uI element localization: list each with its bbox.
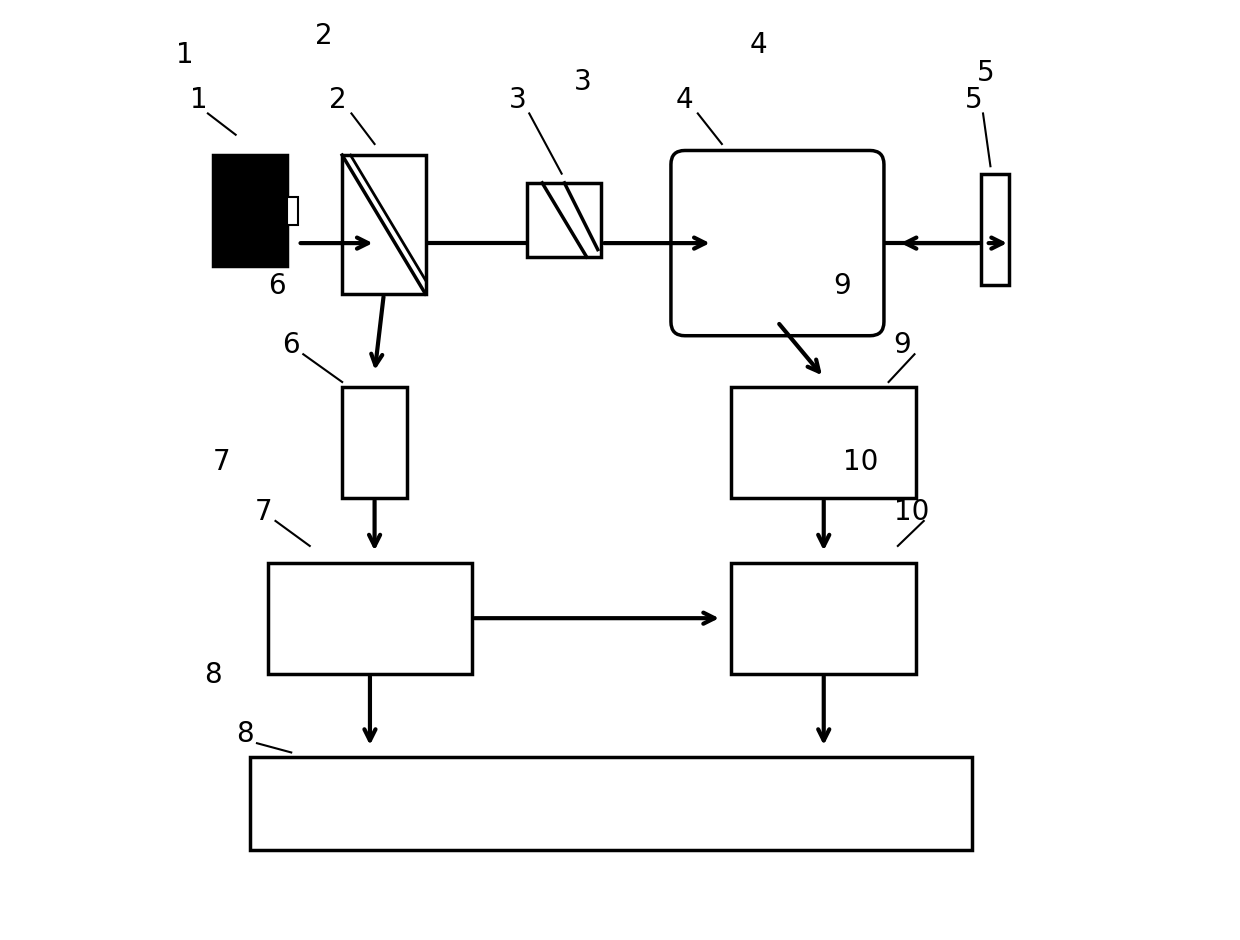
Text: 5: 5 bbox=[965, 86, 982, 114]
Text: 9: 9 bbox=[833, 272, 851, 300]
FancyBboxPatch shape bbox=[342, 386, 407, 498]
Text: 2: 2 bbox=[329, 86, 346, 114]
Text: 10: 10 bbox=[843, 448, 878, 476]
FancyBboxPatch shape bbox=[268, 563, 472, 674]
Text: 1: 1 bbox=[176, 40, 193, 69]
Text: 7: 7 bbox=[213, 448, 231, 476]
Text: 4: 4 bbox=[676, 86, 693, 114]
Text: 8: 8 bbox=[203, 661, 221, 689]
Text: 1: 1 bbox=[190, 86, 207, 114]
FancyBboxPatch shape bbox=[527, 183, 601, 257]
Text: 5: 5 bbox=[977, 59, 994, 87]
FancyBboxPatch shape bbox=[732, 386, 916, 498]
Text: 4: 4 bbox=[750, 31, 768, 59]
Text: 8: 8 bbox=[236, 720, 254, 748]
Text: 9: 9 bbox=[894, 331, 911, 359]
Text: 3: 3 bbox=[574, 69, 591, 96]
Text: 6: 6 bbox=[269, 272, 286, 300]
FancyBboxPatch shape bbox=[249, 757, 972, 850]
FancyBboxPatch shape bbox=[671, 150, 884, 336]
FancyBboxPatch shape bbox=[342, 155, 425, 294]
FancyBboxPatch shape bbox=[212, 155, 286, 266]
FancyBboxPatch shape bbox=[286, 196, 298, 225]
Text: 6: 6 bbox=[283, 331, 300, 359]
FancyBboxPatch shape bbox=[981, 174, 1009, 285]
Text: 7: 7 bbox=[254, 497, 273, 525]
Text: 10: 10 bbox=[894, 497, 930, 525]
Text: 2: 2 bbox=[315, 22, 332, 50]
Text: 3: 3 bbox=[510, 86, 527, 114]
FancyBboxPatch shape bbox=[732, 563, 916, 674]
